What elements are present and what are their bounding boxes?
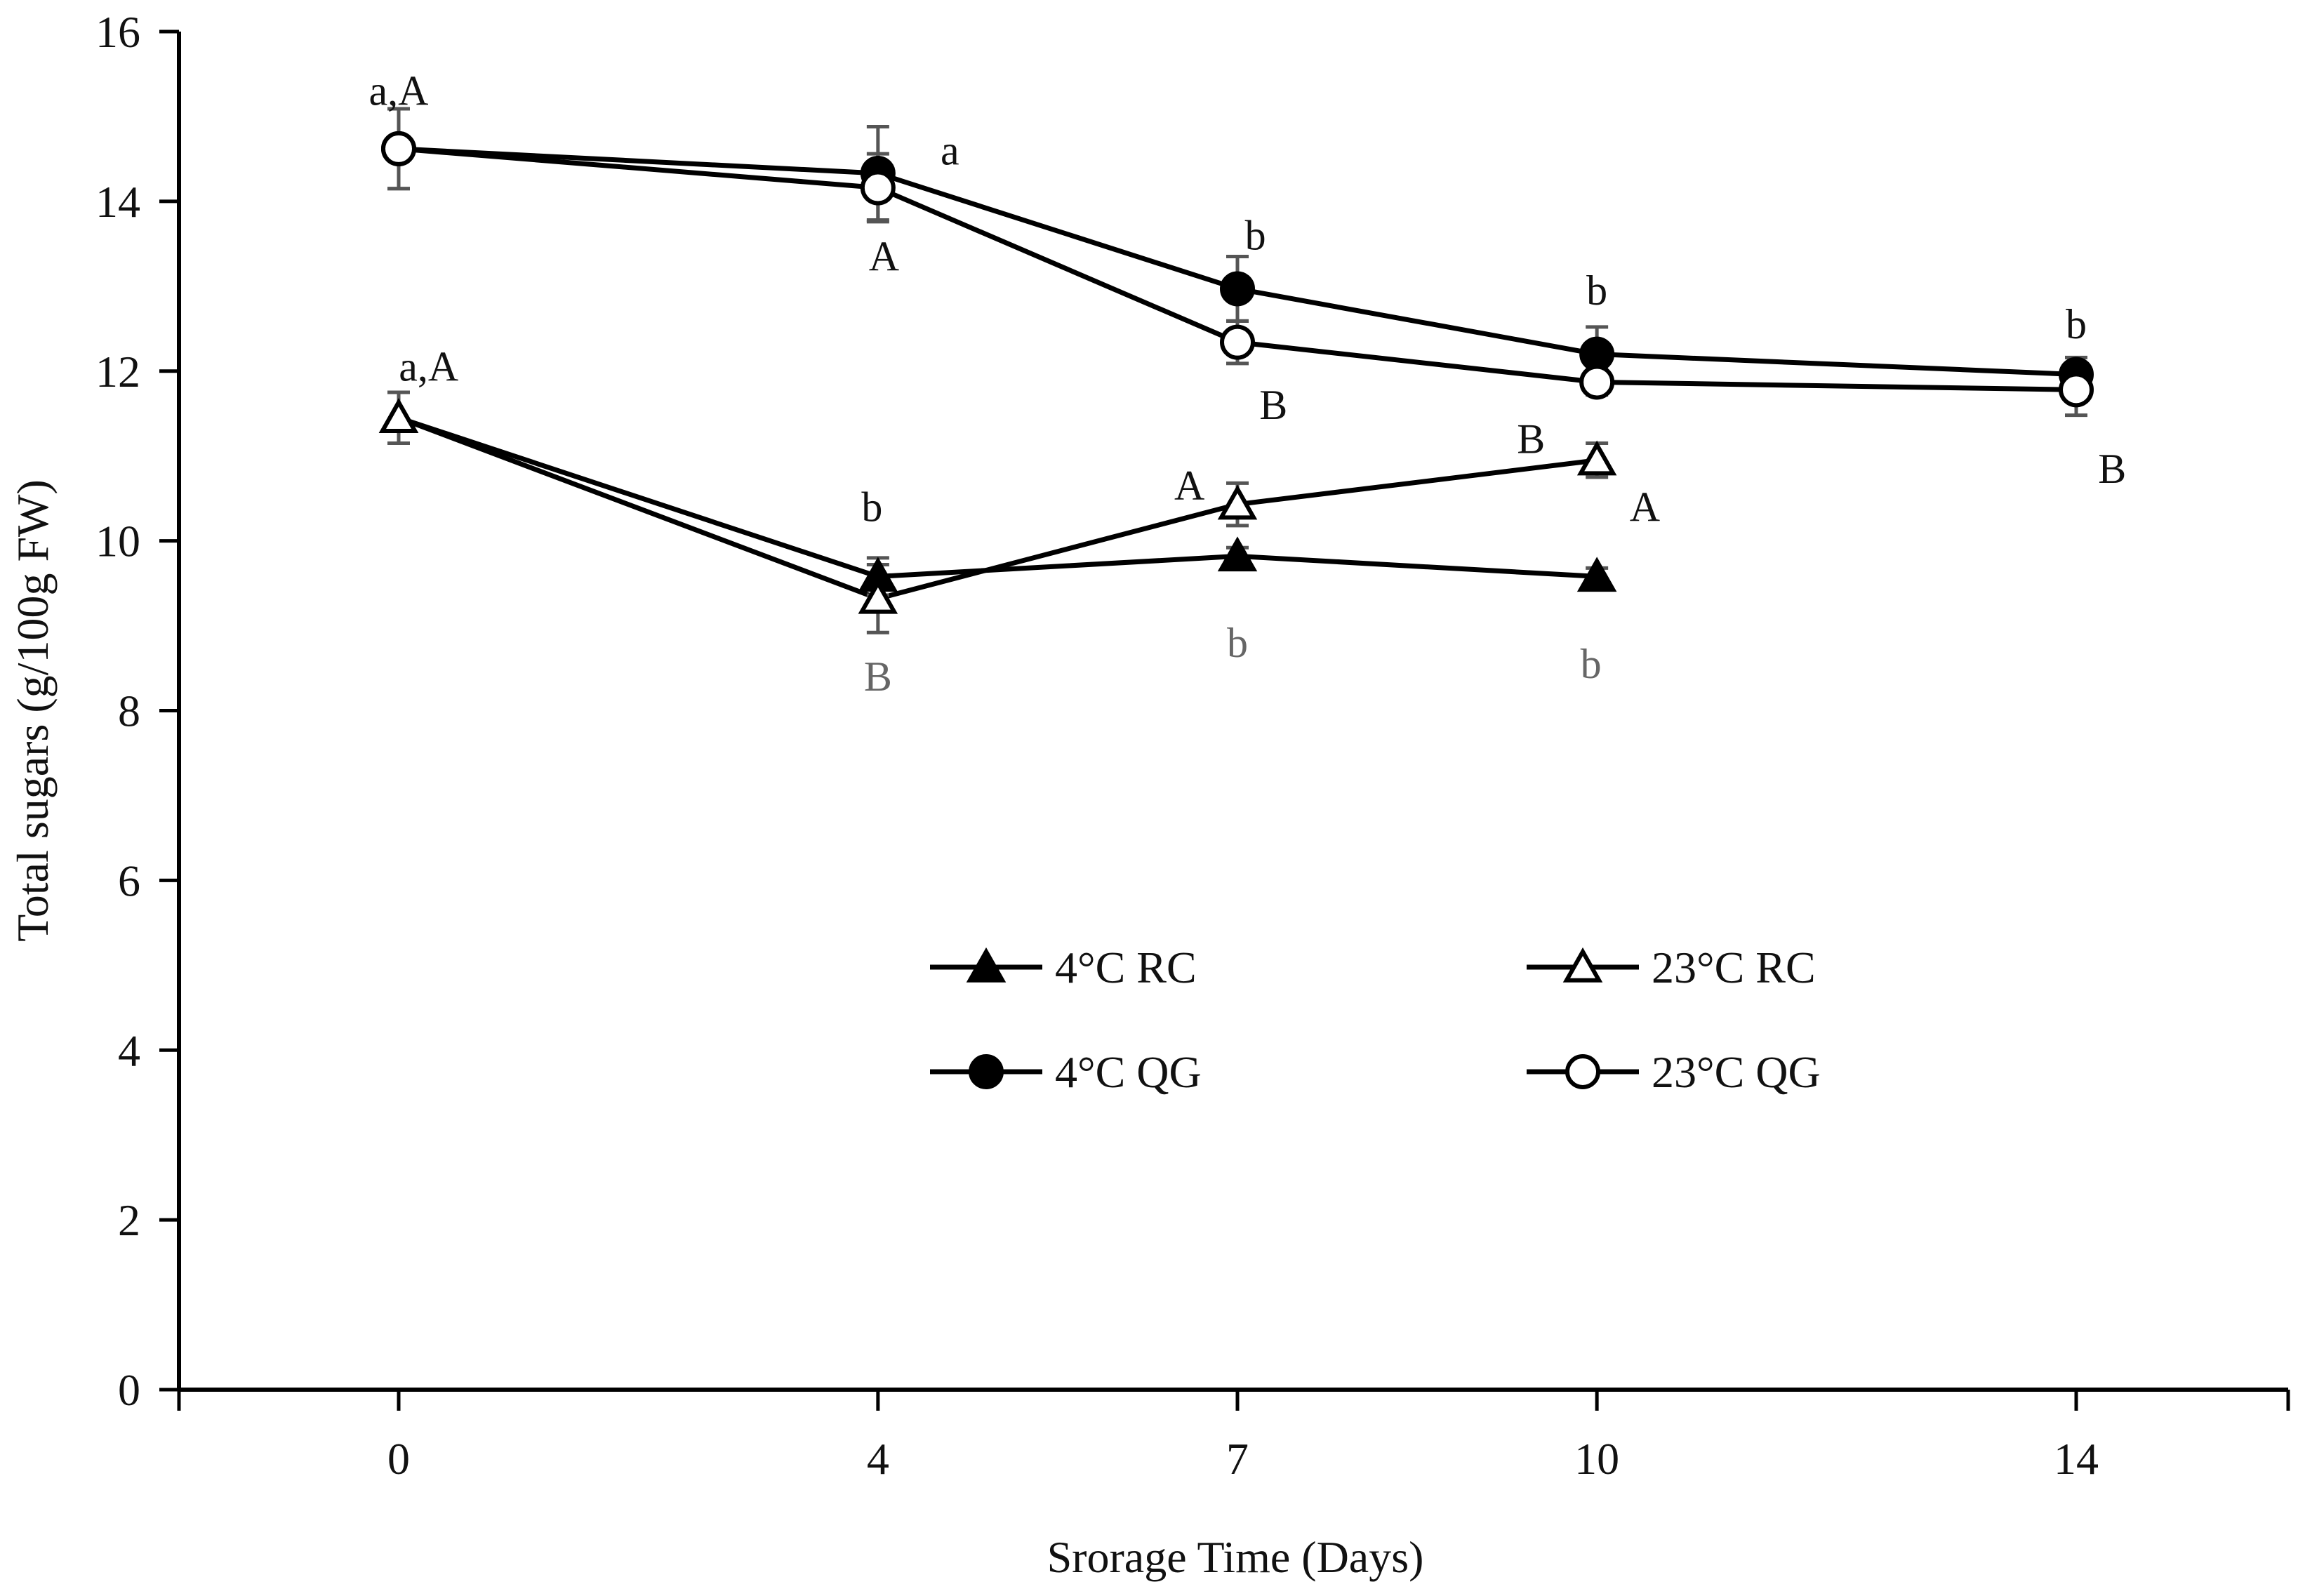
legend-marker xyxy=(1562,947,1603,983)
y-tick-label: 8 xyxy=(118,686,140,736)
significance-label: b xyxy=(1227,620,1248,666)
data-point-qg23 xyxy=(1579,364,1615,400)
legend-item-rc4: 4°C RC xyxy=(930,943,1197,992)
axes-group: 0 2 4 6 8 10 12 14 16 0 4 7 10 14 xyxy=(95,7,2290,1484)
y-tick-label: 6 xyxy=(118,856,140,905)
y-axis-title: Total sugars (g/100g FW) xyxy=(8,479,58,942)
x-tick-label: 10 xyxy=(1574,1434,1619,1484)
data-point-qg23 xyxy=(381,131,416,166)
data-points-group xyxy=(378,131,2094,614)
significance-label: a xyxy=(941,127,959,173)
significance-label: b xyxy=(2066,301,2087,347)
legend-item-qg4: 4°C QG xyxy=(930,1047,1202,1097)
x-tick-label: 7 xyxy=(1226,1434,1249,1484)
legend-item-rc23: 23°C RC xyxy=(1527,943,1816,992)
significance-label: A xyxy=(1630,484,1660,530)
legend-label: 23°C RC xyxy=(1652,943,1816,992)
y-tick-label: 14 xyxy=(95,177,140,227)
legend-item-qg23: 23°C QG xyxy=(1527,1047,1821,1097)
series-lines-group xyxy=(397,146,2077,601)
significance-label: A xyxy=(869,233,899,279)
significance-label: B xyxy=(1259,382,1287,428)
x-tick-label: 0 xyxy=(387,1434,410,1484)
data-point-qg4 xyxy=(1220,271,1255,307)
series-line-rc4 xyxy=(397,415,1598,579)
y-tick-label: 0 xyxy=(118,1365,140,1415)
series-line-rc23 xyxy=(397,415,1598,601)
legend-marker xyxy=(969,1054,1004,1089)
x-axis-title: Srorage Time (Days) xyxy=(1047,1532,1424,1582)
significance-label: b xyxy=(1245,212,1266,258)
y-tick-label: 4 xyxy=(118,1025,140,1075)
significance-label: a,A xyxy=(369,68,429,114)
data-point-rc4 xyxy=(1217,536,1258,572)
legend: 4°C RC 23°C RC 4°C QG 23°C QG xyxy=(930,943,1821,1097)
significance-label: b xyxy=(1586,267,1607,314)
data-point-rc4 xyxy=(1576,557,1617,592)
legend-label: 4°C RC xyxy=(1055,943,1197,992)
annotations-group: a,A a A b Bb Bb Ba,A b A A Bb b xyxy=(369,68,2127,700)
significance-label: a,A xyxy=(399,344,458,390)
y-tick-label: 2 xyxy=(118,1195,140,1245)
legend-label: 23°C QG xyxy=(1652,1047,1821,1097)
y-tick-label: 10 xyxy=(95,517,140,566)
data-point-rc23 xyxy=(1217,484,1258,520)
significance-label: B xyxy=(1517,416,1545,463)
significance-label: b xyxy=(1581,641,1602,687)
significance-label: B xyxy=(2098,446,2126,492)
data-point-rc23 xyxy=(378,398,419,433)
significance-label: b xyxy=(861,484,882,530)
data-point-qg23 xyxy=(2059,372,2094,408)
data-point-rc23 xyxy=(1576,440,1617,476)
data-point-qg23 xyxy=(1220,324,1255,360)
x-tick-label: 4 xyxy=(867,1434,889,1484)
legend-marker xyxy=(966,947,1007,983)
legend-marker xyxy=(1565,1054,1600,1089)
y-tick-label: 16 xyxy=(95,7,140,57)
legend-label: 4°C QG xyxy=(1055,1047,1202,1097)
significance-label: B xyxy=(864,653,892,700)
y-tick-label: 12 xyxy=(95,347,140,397)
significance-label: A xyxy=(1174,463,1204,509)
x-tick-label: 14 xyxy=(2054,1434,2099,1484)
data-point-qg23 xyxy=(860,170,896,206)
data-point-rc23 xyxy=(858,578,898,614)
